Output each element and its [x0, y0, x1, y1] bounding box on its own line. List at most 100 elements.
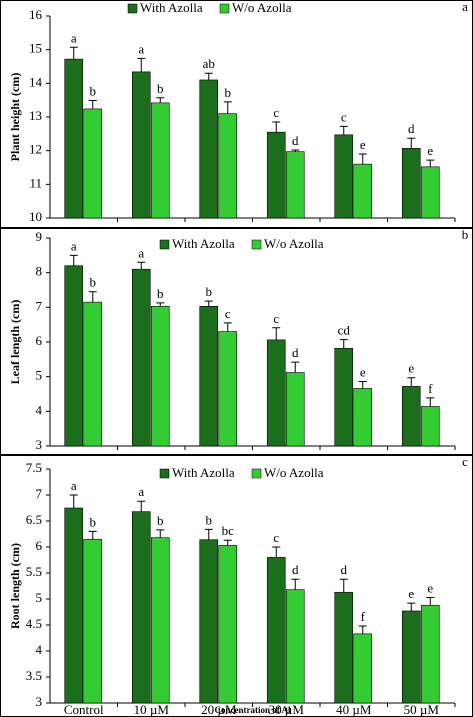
- significance-letter: cd: [338, 323, 351, 338]
- bar: [420, 604, 440, 704]
- x-tick-label: 40 µM: [336, 702, 372, 717]
- y-tick-label: 7: [36, 298, 43, 313]
- significance-letter: f: [361, 609, 366, 624]
- y-axis-label: Leaf length (cm): [8, 300, 22, 385]
- bar: [131, 511, 151, 704]
- y-tick-label: 3: [36, 437, 43, 452]
- y-tick-label: 15: [29, 41, 42, 56]
- significance-letter: d: [341, 562, 348, 577]
- significance-letter: f: [428, 381, 433, 396]
- legend-swatch: [251, 239, 262, 250]
- x-tick-label: 20 µM: [201, 702, 237, 717]
- bar: [199, 305, 219, 447]
- panel-label: c: [462, 454, 468, 469]
- significance-letter: a: [138, 484, 144, 499]
- legend-swatch: [251, 468, 262, 479]
- significance-letter: a: [138, 245, 144, 260]
- x-tick-label: 30 µM: [269, 702, 305, 717]
- significance-letter: b: [157, 286, 164, 301]
- legend-label: With Azolla: [172, 465, 235, 480]
- bar: [218, 331, 238, 447]
- error-bar: [223, 101, 232, 114]
- bar: [83, 301, 103, 447]
- bar: [401, 610, 421, 704]
- bar: [150, 305, 170, 447]
- panel-label: a: [462, 0, 468, 14]
- significance-letter: b: [90, 514, 97, 529]
- bar: [150, 537, 170, 704]
- legend-label: W/o Azolla: [232, 0, 292, 15]
- y-tick-label: 3.5: [26, 668, 42, 683]
- bar: [401, 386, 421, 447]
- significance-letter: b: [157, 81, 164, 96]
- error-bar: [407, 137, 416, 149]
- significance-letter: ab: [203, 56, 215, 71]
- bar: [83, 538, 103, 704]
- significance-letter: d: [408, 121, 415, 136]
- y-tick-label: 4.5: [26, 616, 42, 631]
- y-tick-label: 14: [29, 74, 43, 89]
- bar: [266, 339, 286, 447]
- error-bar: [339, 578, 348, 593]
- significance-letter: b: [157, 513, 164, 528]
- error-bar: [223, 322, 232, 332]
- error-bar: [358, 381, 367, 389]
- significance-letter: d: [292, 562, 299, 577]
- bar: [64, 265, 84, 447]
- bar: [285, 151, 305, 219]
- y-axis-label: Root length (cm): [8, 543, 22, 629]
- significance-letter: d: [292, 133, 299, 148]
- y-tick-label: 6.5: [26, 512, 42, 527]
- error-bar: [223, 539, 232, 546]
- error-bar: [291, 361, 300, 373]
- error-bar: [358, 153, 367, 165]
- error-bar: [291, 578, 300, 590]
- y-tick-label: 7: [36, 486, 43, 501]
- significance-letter: e: [408, 361, 414, 376]
- y-tick-label: 10: [29, 209, 42, 224]
- error-bar: [407, 377, 416, 387]
- significance-letter: b: [90, 83, 97, 98]
- significance-letter: b: [90, 275, 97, 290]
- legend-label: With Azolla: [172, 236, 235, 251]
- bar: [334, 591, 354, 704]
- significance-letter: c: [273, 105, 279, 120]
- error-bar: [426, 159, 435, 167]
- error-bar: [426, 397, 435, 407]
- legend-swatch: [127, 3, 138, 14]
- bar: [83, 108, 103, 219]
- significance-letter: b: [225, 85, 232, 100]
- bar: [131, 71, 151, 219]
- significance-letter: b: [206, 512, 213, 527]
- error-bar: [339, 339, 348, 349]
- significance-letter: bc: [222, 523, 235, 538]
- error-bar: [69, 494, 78, 508]
- error-bar: [339, 125, 348, 135]
- y-tick-label: 16: [29, 7, 43, 22]
- legend-swatch: [159, 239, 170, 250]
- error-bar: [204, 528, 213, 540]
- error-bar: [137, 261, 146, 270]
- y-tick-label: 7.5: [26, 460, 42, 475]
- significance-letter: e: [408, 586, 414, 601]
- error-bar: [272, 121, 281, 133]
- bar: [218, 545, 238, 704]
- significance-letter: c: [225, 306, 231, 321]
- significance-letter: e: [427, 580, 433, 595]
- y-tick-label: 6: [36, 333, 43, 348]
- error-bar: [156, 97, 165, 103]
- legend-label: W/o Azolla: [264, 236, 324, 251]
- significance-letter: d: [292, 345, 299, 360]
- bar: [199, 539, 219, 704]
- y-tick-label: 12: [29, 142, 42, 157]
- significance-letter: a: [138, 41, 144, 56]
- bar: [266, 131, 286, 219]
- bar: [266, 557, 286, 704]
- y-tick-label: 3: [36, 694, 43, 709]
- significance-letter: b: [206, 284, 213, 299]
- significance-letter: a: [71, 478, 77, 493]
- error-bar: [272, 327, 281, 340]
- error-bar: [156, 302, 165, 307]
- bar: [218, 113, 238, 219]
